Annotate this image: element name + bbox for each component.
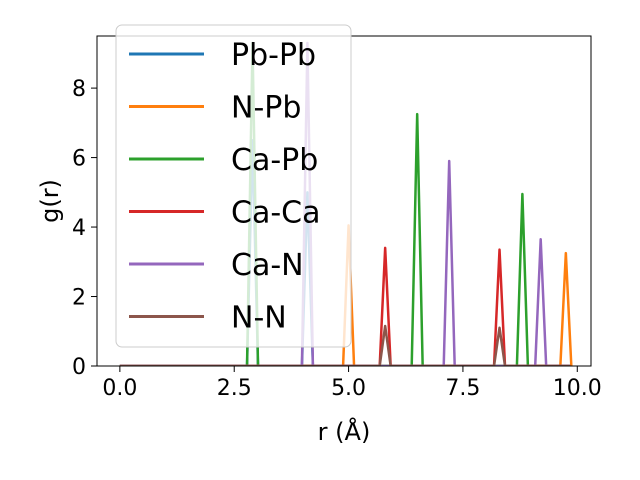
legend-label-ca-pb: Ca-Pb (231, 143, 318, 178)
legend-label-ca-n: Ca-N (231, 248, 304, 283)
series-line-ca-ca (119, 246, 571, 366)
legend-label-n-n: N-N (231, 301, 287, 336)
legend-label-pb-pb: Pb-Pb (231, 38, 316, 73)
series-line-n-n (119, 324, 571, 366)
legend-label-n-pb: N-Pb (231, 91, 301, 126)
x-tick-label: 2.5 (217, 376, 252, 401)
legend-label-ca-ca: Ca-Ca (231, 196, 321, 231)
y-axis-title: g(r) (36, 179, 64, 223)
y-axis-ticks: 0 2 4 6 8 (72, 77, 97, 380)
x-axis-title: r (Å) (318, 417, 371, 446)
x-tick-label: 10.0 (553, 376, 602, 401)
y-tick-label: 8 (72, 77, 86, 102)
legend: Pb-Pb N-Pb Ca-Pb Ca-Ca Ca-N N-N (115, 24, 352, 348)
x-tick-label: 7.5 (445, 376, 480, 401)
x-tick-label: 0.0 (102, 376, 137, 401)
x-tick-label: 5.0 (331, 376, 366, 401)
y-tick-label: 6 (72, 147, 86, 172)
y-tick-label: 0 (72, 355, 86, 380)
y-tick-label: 2 (72, 286, 86, 311)
y-tick-label: 4 (72, 216, 86, 241)
x-axis-ticks: 0.0 2.5 5.0 7.5 10.0 (102, 366, 602, 401)
legend-box (115, 24, 352, 348)
